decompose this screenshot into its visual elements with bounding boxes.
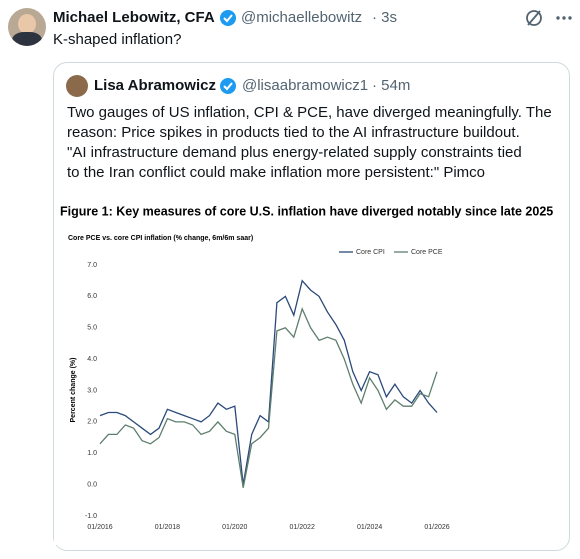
quote-handle[interactable]: @lisaabramowicz1 (242, 77, 369, 94)
post-text: K-shaped inflation? (53, 31, 182, 48)
verified-badge (220, 10, 236, 26)
author-handle[interactable]: @michaellebowitz (241, 9, 363, 26)
chart-title: Core PCE vs. core CPI inflation (% chang… (68, 235, 253, 242)
y-tick-label: 4.0 (87, 356, 97, 363)
x-tick-label: 01/2022 (290, 524, 315, 531)
y-tick-label: 7.0 (87, 262, 97, 269)
more-icon[interactable] (554, 8, 574, 28)
author-name[interactable]: Michael Lebowitz, CFA (53, 9, 215, 26)
y-tick-label: 1.0 (87, 450, 97, 457)
y-tick-label: 0.0 (87, 481, 97, 488)
chart-background (54, 195, 566, 545)
x-tick-label: 01/2026 (424, 524, 449, 531)
y-tick-label: 5.0 (87, 325, 97, 332)
quote-text-line: Two gauges of US inflation, CPI & PCE, h… (67, 104, 552, 121)
y-axis-label: Percent change (%) (70, 358, 77, 423)
chart: Figure 1: Key measures of core U.S. infl… (54, 195, 566, 545)
figure-title: Figure 1: Key measures of core U.S. infl… (60, 204, 553, 218)
post-time[interactable]: · 3s (372, 9, 398, 26)
y-tick-label: 6.0 (87, 293, 97, 300)
legend-label: Core CPI (356, 249, 385, 256)
quote-text-line: "AI infrastructure demand plus energy-re… (67, 144, 522, 161)
x-tick-label: 01/2016 (87, 524, 112, 531)
quote-avatar (66, 75, 88, 97)
quote-time[interactable]: · 54m (372, 77, 411, 94)
quote-text-line: reason: Price spikes in products tied to… (67, 124, 520, 141)
avatar[interactable] (8, 8, 46, 46)
x-tick-label: 01/2018 (155, 524, 180, 531)
series-line (99, 307, 438, 488)
quote-text-line: to the Iran conflict could make inflatio… (67, 164, 486, 181)
y-tick-label: 2.0 (87, 419, 97, 426)
x-tick-label: 01/2024 (357, 524, 382, 531)
grok-icon[interactable] (524, 8, 544, 28)
y-tick-label: -1.0 (85, 513, 97, 520)
verified-badge (220, 78, 236, 94)
quote-author[interactable]: Lisa Abramowicz (94, 77, 216, 94)
y-tick-label: 3.0 (87, 387, 97, 394)
legend-label: Core PCE (411, 249, 443, 256)
quoted-post[interactable]: Lisa Abramowicz @lisaabramowicz1 · 54m T… (53, 62, 570, 551)
x-tick-label: 01/2020 (222, 524, 247, 531)
